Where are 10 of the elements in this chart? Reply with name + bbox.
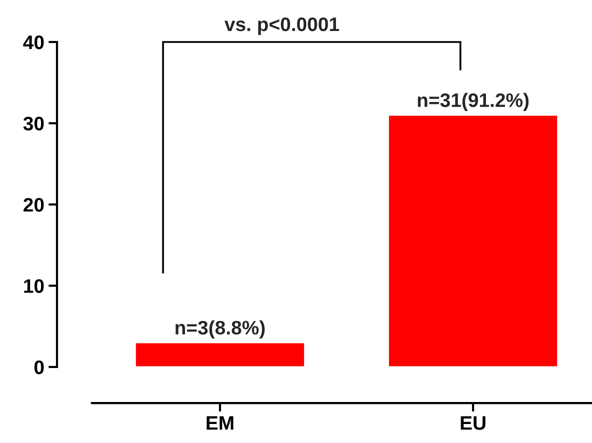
y-tick-label: 0 bbox=[34, 360, 44, 374]
data-label: n=3(8.8%) bbox=[176, 320, 265, 338]
y-tick-label: 10 bbox=[24, 279, 44, 293]
data-label: n=31(91.2%) bbox=[418, 92, 529, 111]
y-tick-label: 30 bbox=[23, 116, 44, 131]
y-tick-label: 20 bbox=[24, 198, 44, 212]
y-tick-label: 40 bbox=[23, 35, 44, 50]
x-tick-label: EM bbox=[206, 416, 234, 430]
text: vs. p<0.0001 bbox=[224, 17, 340, 36]
x-tick-label: EU bbox=[460, 416, 486, 430]
